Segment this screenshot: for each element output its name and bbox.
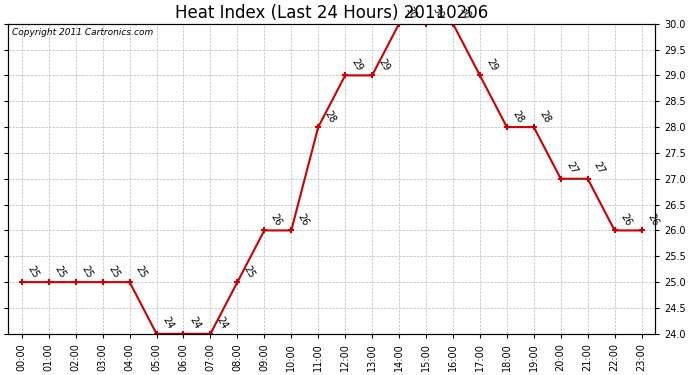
Text: 26: 26	[268, 212, 284, 228]
Text: 25: 25	[26, 264, 41, 279]
Text: 27: 27	[565, 160, 580, 176]
Text: 26: 26	[295, 212, 310, 228]
Text: 26: 26	[646, 212, 660, 228]
Text: 25: 25	[80, 264, 95, 279]
Text: 25: 25	[241, 264, 257, 279]
Text: 24: 24	[215, 315, 230, 331]
Text: 24: 24	[188, 315, 202, 331]
Text: 26: 26	[619, 212, 633, 228]
Text: 29: 29	[349, 57, 364, 73]
Text: 30: 30	[457, 5, 472, 21]
Text: 30: 30	[403, 5, 418, 21]
Text: 28: 28	[538, 109, 553, 124]
Text: 29: 29	[376, 57, 391, 73]
Text: 30: 30	[430, 5, 445, 21]
Text: 25: 25	[107, 264, 121, 279]
Text: 24: 24	[161, 315, 175, 331]
Text: 27: 27	[592, 160, 607, 176]
Text: 29: 29	[484, 57, 499, 73]
Text: 25: 25	[134, 264, 148, 279]
Text: 25: 25	[53, 264, 68, 279]
Text: Copyright 2011 Cartronics.com: Copyright 2011 Cartronics.com	[12, 28, 152, 38]
Title: Heat Index (Last 24 Hours) 20110206: Heat Index (Last 24 Hours) 20110206	[175, 4, 489, 22]
Text: 28: 28	[511, 109, 526, 124]
Text: 28: 28	[322, 109, 337, 124]
